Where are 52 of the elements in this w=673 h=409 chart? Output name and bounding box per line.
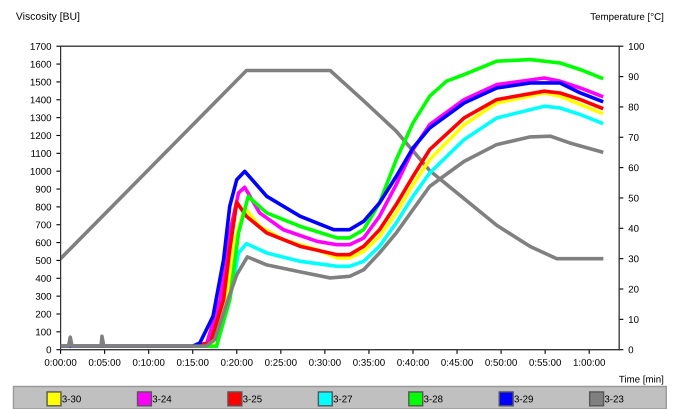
x-tick-label: 0:40:00 (397, 358, 429, 366)
x-tick-label: 0:30:00 (309, 358, 341, 366)
y2-tick-label: 90 (628, 73, 639, 80)
x-tick-label: 0:05:00 (88, 358, 120, 366)
x-tick-label: 0:45:00 (441, 358, 473, 366)
legend-label: 3-27 (333, 396, 352, 402)
y2-tick-label: 20 (628, 286, 639, 293)
y-tick-label: 1300 (30, 114, 52, 122)
y-tick-label: 100 (36, 328, 52, 336)
x-tick-label: 0:00:00 (44, 358, 76, 366)
y-tick-label: 1700 (30, 42, 52, 50)
y2-tick-label: 50 (628, 194, 639, 202)
legend-label: 3-23 (604, 396, 624, 402)
y-tick-label: 1400 (30, 96, 52, 104)
y-tick-label: 1200 (30, 132, 52, 140)
y-tick-label: 600 (36, 239, 52, 246)
y-tick-label: 200 (36, 310, 52, 318)
y2-tick-label: 10 (628, 316, 639, 323)
y2-tick-label: 100 (628, 42, 644, 50)
y-tick-label: 500 (36, 257, 52, 264)
y-tick-label: 300 (36, 292, 52, 300)
x-tick-label: 0:55:00 (529, 358, 561, 366)
legend-label: 3-25 (243, 396, 262, 402)
x-tick-label: 1:00:00 (574, 358, 606, 366)
y2-tick-label: 60 (628, 164, 639, 172)
legend-label: 3-24 (152, 396, 172, 402)
x-tick-label: 0:50:00 (485, 358, 517, 366)
y-tick-label: 0 (46, 346, 52, 354)
y-tick-label: 1500 (30, 78, 52, 86)
y2-axis-title: Temperature [°C] (590, 12, 664, 22)
y-tick-label: 400 (36, 275, 52, 282)
x-tick-label: 0:20:00 (220, 358, 253, 366)
y2-tick-label: 0 (628, 346, 634, 354)
y-tick-label: 1600 (30, 60, 52, 68)
y2-tick-label: 70 (628, 134, 639, 141)
legend-label: 3-29 (514, 396, 533, 402)
y2-tick-label: 30 (628, 255, 639, 262)
x-tick-label: 0:15:00 (176, 358, 209, 366)
legend-label: 3-28 (424, 396, 443, 402)
x-tick-label: 0:10:00 (132, 358, 165, 366)
legend-label: 3-30 (62, 396, 81, 402)
y-tick-label: 1100 (31, 150, 52, 157)
y2-tick-label: 40 (628, 225, 639, 232)
x-axis-title: Time [min] (619, 375, 664, 385)
y-tick-label: 700 (36, 221, 52, 228)
y-tick-label: 800 (36, 204, 52, 210)
y-axis-title: Viscosity [BU] (16, 12, 80, 22)
x-tick-label: 0:35:00 (353, 358, 385, 366)
y-tick-label: 900 (36, 186, 52, 193)
y2-tick-label: 80 (628, 104, 639, 111)
y-tick-label: 1000 (30, 168, 52, 175)
x-tick-label: 0:25:00 (264, 358, 297, 366)
